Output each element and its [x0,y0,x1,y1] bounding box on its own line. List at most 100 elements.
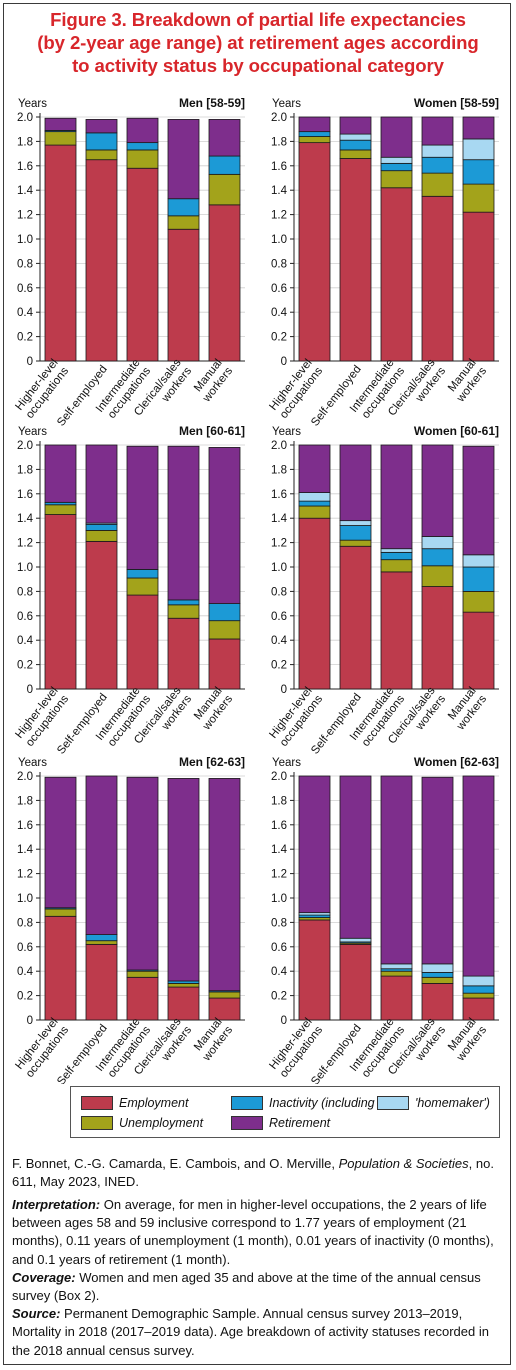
panel-title: Women [58-59] [414,96,499,110]
bar-segment-unemployment [126,970,159,978]
panel-title: Women [60-61] [414,424,499,438]
y-tick-label: 1.6 [271,489,287,501]
y-tick-label: 1.6 [271,161,287,173]
x-tick-label: Manualworkers [190,357,235,405]
bar-segment-retirement [421,444,454,537]
bar-segment-employment [380,187,413,362]
bar-segment-unemployment [421,565,454,587]
bar-segment-unemployment [85,940,118,945]
y-tick-label: 1.6 [17,161,33,173]
bar-segment-retirement [44,776,77,909]
bar-segment-homemaker [339,520,372,526]
bar-segment-unemployment [208,620,241,640]
bar-segment-employment [339,943,372,1021]
bar-segment-unemployment [339,539,372,547]
bar-segment-unemployment [44,131,77,146]
y-tick-label: 0.4 [17,307,34,319]
legend-item-unemployment: Unemployment [81,1116,203,1130]
bar-segment-retirement [421,776,454,965]
x-tick-label: Manualworkers [444,685,489,733]
bar-segment-employment [167,986,200,1021]
bar-segment-retirement [167,119,200,200]
bar-segment-unemployment [167,215,200,230]
y-tick-label: 1.6 [271,820,287,832]
citation-journal: Population & Societies [338,1156,469,1171]
y-tick-label: 1.4 [17,844,34,856]
bar-segment-retirement [167,445,200,601]
y-tick-label: 0.6 [271,283,287,295]
legend-item-inactivity: Inactivity (including [231,1096,375,1110]
bar-segment-inactivity [462,985,495,994]
bar-segment-inactivity [421,972,454,978]
y-tick-label: 0 [27,1015,33,1027]
bar-segment-inactivity [339,139,372,151]
bar-segment-inactivity [85,523,118,531]
bar-segment-inactivity [380,551,413,561]
y-tick-label: 0.6 [17,283,33,295]
y-tick-label: 0.8 [271,258,287,270]
bar-segment-unemployment [380,970,413,977]
bar-segment-employment [85,159,118,362]
bar-segment-employment [339,158,372,362]
y-tick-label: 0.4 [271,635,288,647]
y-tick-label: 2.0 [17,771,33,783]
legend-label-inactivity: Inactivity (including [269,1096,375,1110]
bar-segment-homemaker [380,548,413,553]
bar-segment-unemployment [126,577,159,596]
y-tick-label: 0.4 [17,635,34,647]
legend-label-retirement: Retirement [269,1116,331,1130]
bar-segment-employment [167,617,200,690]
bar-segment-unemployment [421,976,454,984]
y-tick-label: 0.8 [17,258,33,270]
bar-segment-employment [208,204,241,362]
legend: Employment Unemployment Inactivity (incl… [70,1086,500,1138]
bar-segment-inactivity [380,162,413,172]
source-text: Permanent Demographic Sample. Annual cen… [12,1306,489,1358]
bar-segment-employment [421,586,454,690]
legend-label-unemployment: Unemployment [119,1116,204,1130]
x-tick-label: Manualworkers [190,685,235,733]
legend-label-homemaker: 'homemaker') [415,1096,490,1110]
bar-segment-inactivity [167,599,200,606]
y-tick-label: 1.0 [271,234,287,246]
coverage-text: Women and men aged 35 and above at the t… [12,1269,481,1304]
bar-segment-retirement [339,775,372,939]
bar-segment-employment [208,638,241,690]
citation-details: , no. 611, May 2023, INED. [12,1156,494,1190]
bar-segment-inactivity [421,156,454,174]
y-tick-label: 1.8 [271,464,287,476]
bar-segment-unemployment [126,149,159,169]
legend-swatch-unemployment [81,1116,113,1130]
bar-segment-inactivity [339,525,372,541]
y-tick-label: 1.6 [17,489,33,501]
bar-segment-employment [298,517,331,690]
citation: F. Bonnet, C.-G. Camarda, E. Cambois, an… [12,1155,506,1191]
charts-canvas: 0 0.2 0.4 0.6 0.8 1.0 1.2 1.4 1.6 1.8 2.0 Years Men … [13,96,499,1084]
y-tick-label: 0.2 [271,991,287,1003]
bar-segment-inactivity [462,566,495,592]
y-axis-label: Years [18,757,47,769]
y-tick-label: 0.2 [271,332,287,344]
panel-title: Men [62-63] [179,755,245,769]
y-tick-label: 1.6 [17,820,33,832]
y-axis-label: Years [18,426,47,438]
y-tick-label: 1.4 [17,513,34,525]
bar-segment-employment [44,915,77,1021]
chart-men-60-61: 0 0.2 0.4 0.6 0.8 1.0 1.2 1.4 1.6 1.8 2.0 Years Men … [13,424,245,757]
y-tick-label: 0 [27,356,33,368]
bar-segment-homemaker [462,554,495,568]
bar-segment-unemployment [298,505,331,519]
legend-swatch-homemaker [377,1096,409,1110]
bar-segment-unemployment [167,983,200,988]
source-note: Source: Permanent Demographic Sample. An… [12,1305,506,1360]
y-tick-label: 1.0 [17,562,33,574]
bar-segment-retirement [167,778,200,982]
bar-segment-inactivity [298,131,331,137]
y-tick-label: 0.2 [17,332,33,344]
bar-segment-homemaker [421,536,454,550]
bar-segment-retirement [44,117,77,131]
bar-segment-retirement [298,775,331,914]
bar-segment-inactivity [298,500,331,507]
bar-segment-retirement [339,444,372,522]
chart-men-58-59: 0 0.2 0.4 0.6 0.8 1.0 1.2 1.4 1.6 1.8 2.0 Years Men … [13,96,245,429]
